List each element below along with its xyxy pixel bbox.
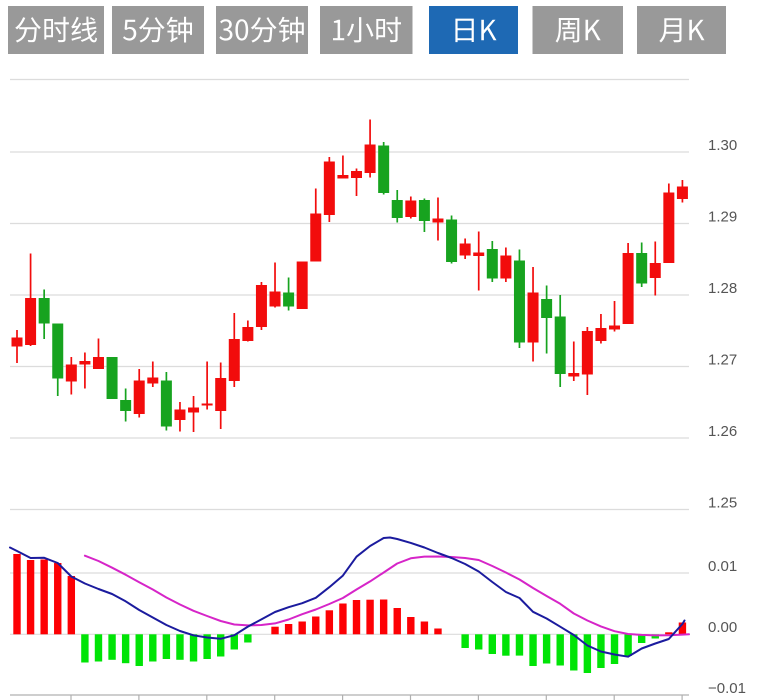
svg-text:−0.01: −0.01: [708, 680, 746, 697]
svg-text:1.30: 1.30: [708, 137, 737, 154]
svg-text:1.26: 1.26: [708, 423, 737, 440]
svg-text:1.28: 1.28: [708, 280, 737, 297]
svg-text:0.00: 0.00: [708, 619, 737, 636]
svg-text:1.29: 1.29: [708, 208, 737, 225]
svg-text:1.27: 1.27: [708, 351, 737, 368]
svg-text:0.01: 0.01: [708, 558, 737, 575]
svg-text:1.25: 1.25: [708, 494, 737, 511]
